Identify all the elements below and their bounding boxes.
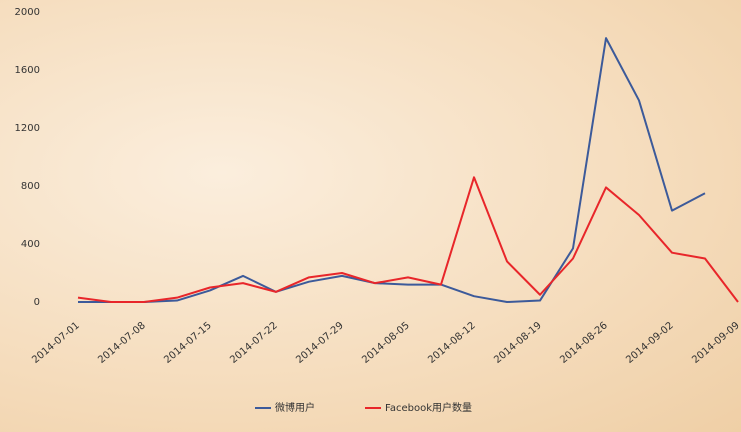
x-tick-label: 2014-08-05 (360, 320, 412, 366)
x-tick-label: 2014-07-22 (228, 320, 280, 366)
x-tick-label: 2014-08-19 (492, 320, 544, 366)
series-line (78, 37, 706, 303)
x-tick-label: 2014-07-08 (96, 320, 148, 366)
y-tick-label: 1200 (15, 123, 40, 134)
x-tick-label: 2014-08-26 (558, 320, 610, 366)
x-tick-label: 2014-09-09 (690, 320, 741, 366)
y-tick-label: 400 (21, 239, 40, 250)
y-tick-label: 1600 (15, 65, 40, 76)
x-tick-label: 2014-07-15 (162, 320, 214, 366)
series-line (77, 176, 739, 303)
y-tick-label: 800 (21, 181, 40, 192)
x-tick-label: 2014-09-02 (624, 320, 676, 366)
x-tick-label: 2014-07-29 (294, 320, 346, 366)
y-tick-label: 2000 (15, 7, 40, 18)
legend-label: 微博用户 (275, 401, 315, 414)
y-tick-label: 0 (34, 297, 40, 308)
x-tick-label: 2014-08-12 (426, 320, 478, 366)
legend-label: Facebook用户数量 (385, 401, 472, 414)
x-tick-label: 2014-07-01 (30, 320, 82, 366)
